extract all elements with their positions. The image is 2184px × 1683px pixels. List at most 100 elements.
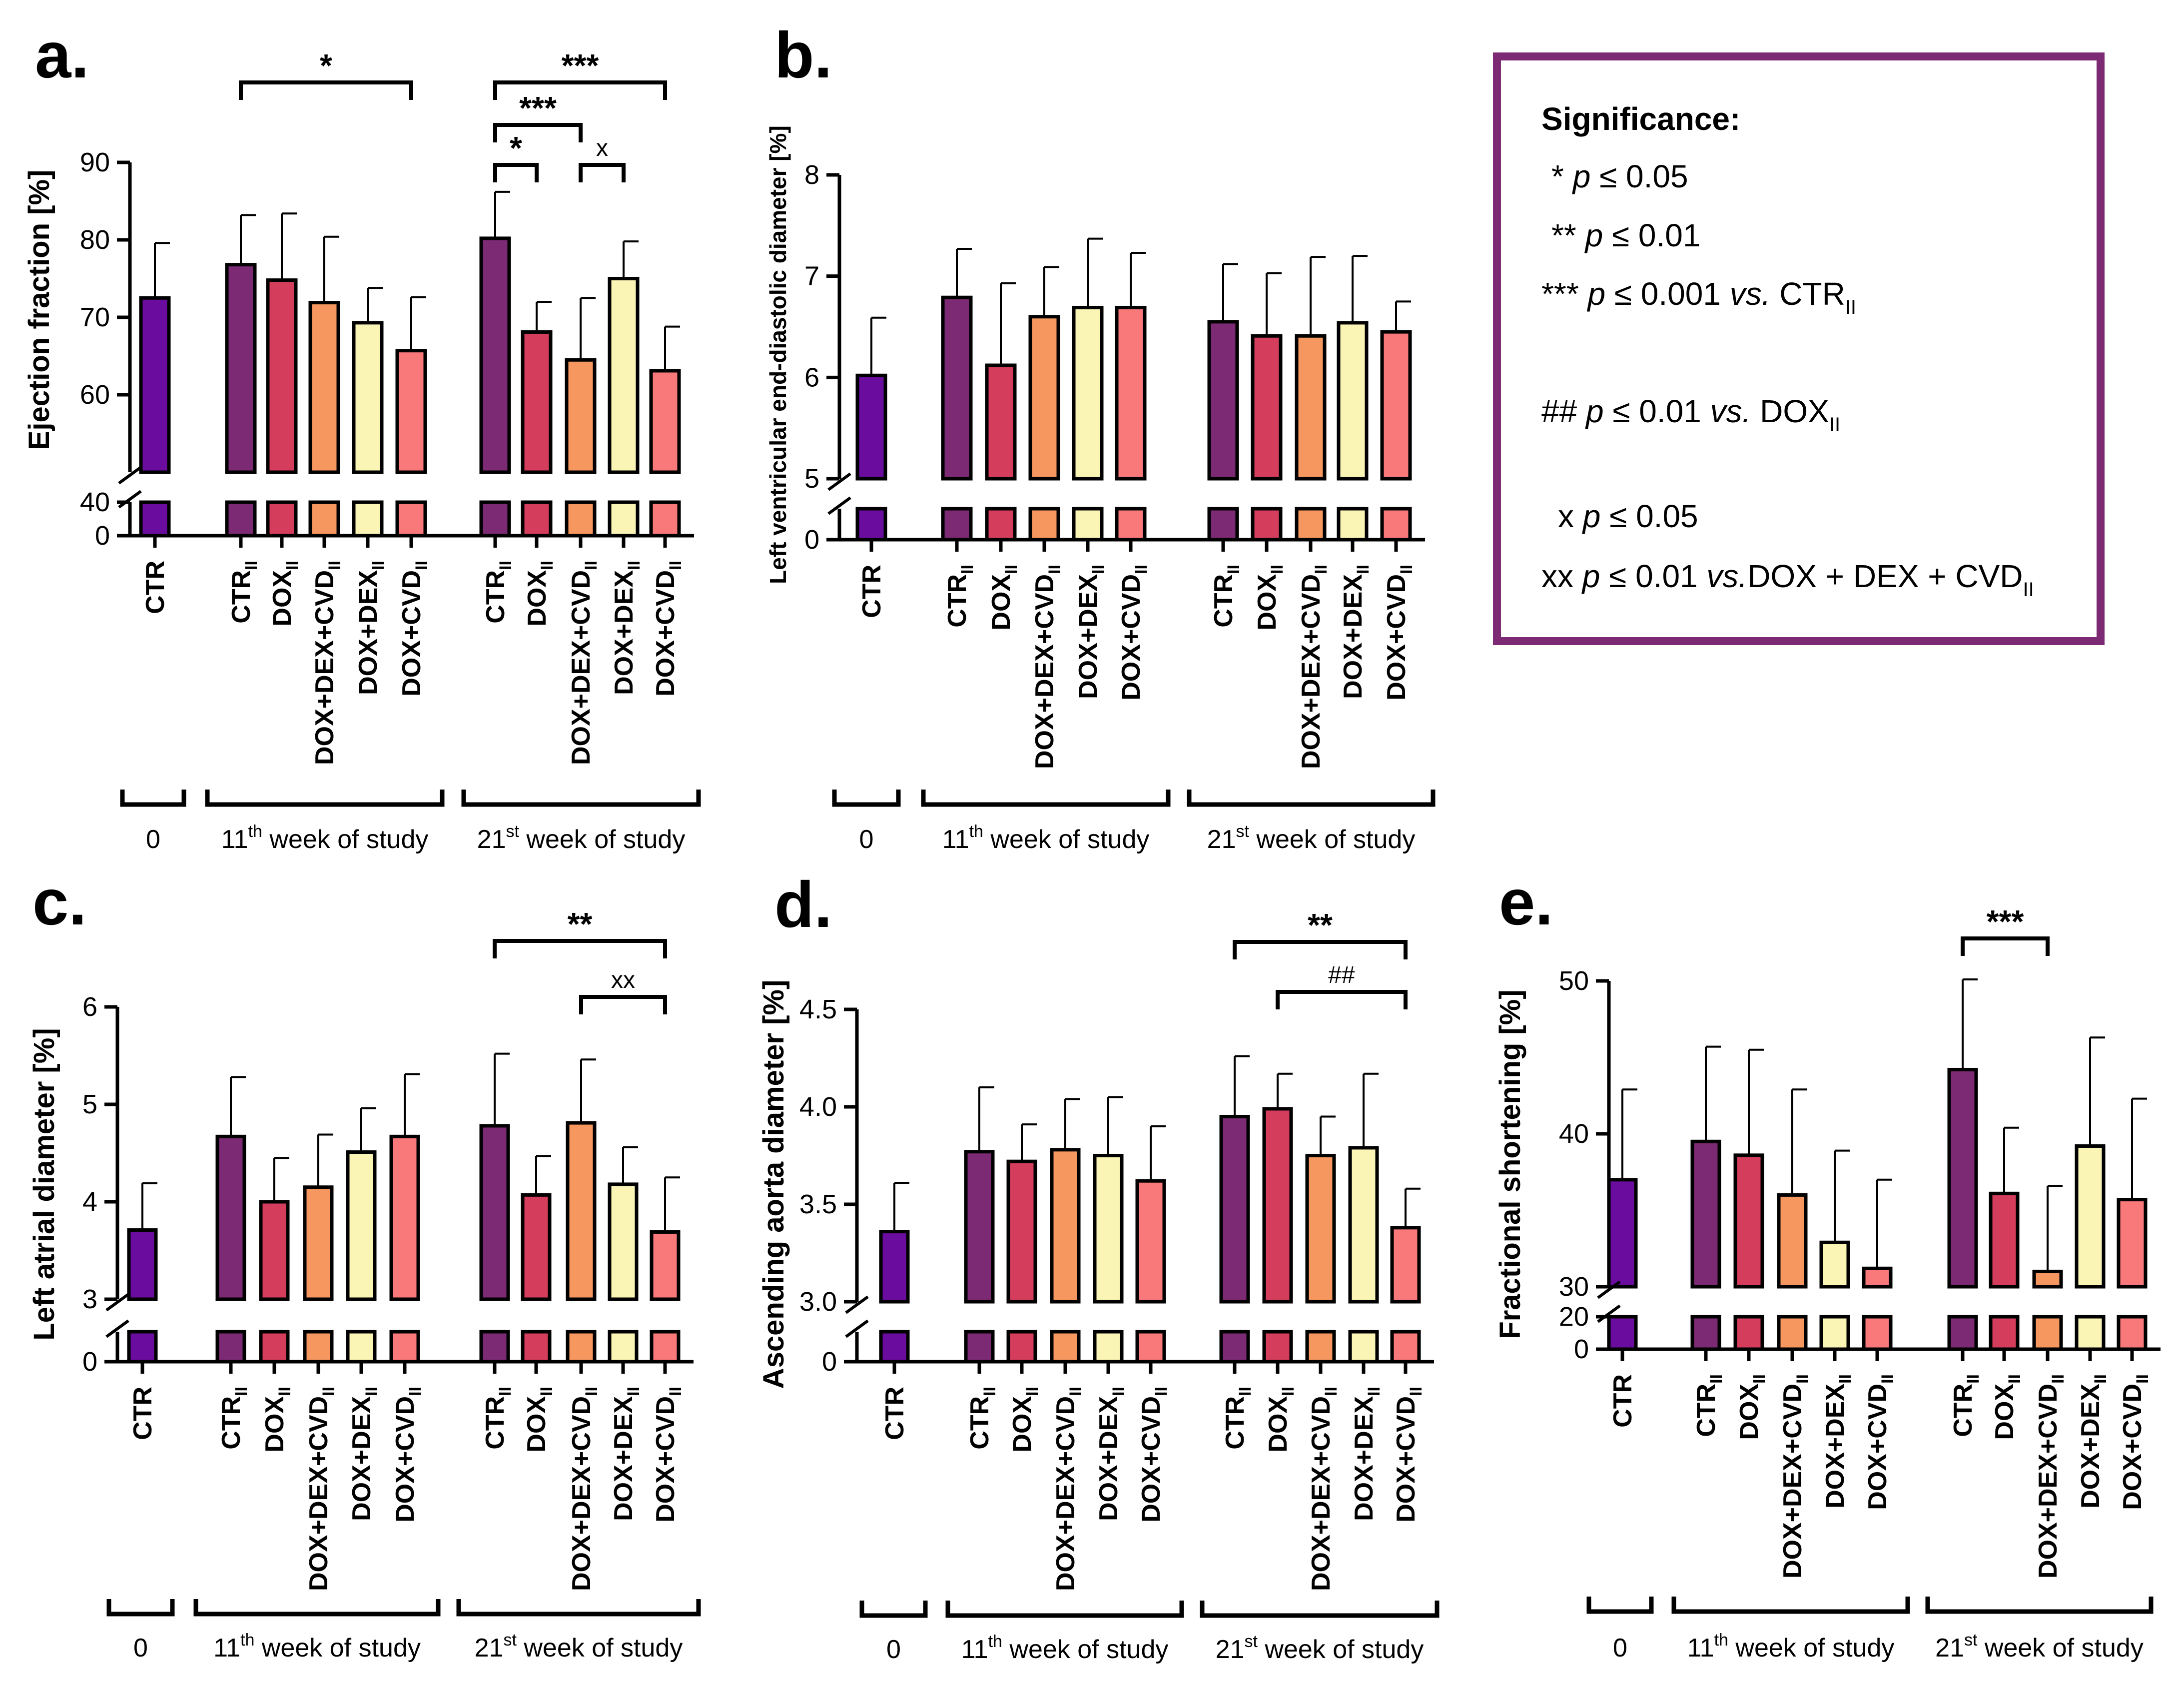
category-label: DOX+DEX+CVDII [304,1387,338,1591]
bar-upper-2 [259,1200,290,1301]
category-subscript: II [325,561,344,570]
category-subscript: II [582,1387,601,1396]
category-subscript: II [1322,1387,1341,1396]
ordinal-suffix: th [248,822,262,841]
category-label: DOX+CVDII [651,1387,685,1523]
bar-upper-3 [308,301,340,474]
significance-bracket [1961,936,2050,956]
group-bracket [1187,790,1436,807]
bar-lower-8 [1295,507,1327,542]
y-tick-label: 20 [1559,1302,1589,1332]
significance-label: * [510,130,522,166]
bar-lower-9 [1348,1330,1379,1364]
category-label: DOX+CVDII [1863,1374,1897,1510]
group-label-rest: week of study [1977,1634,2143,1663]
bar-upper-0 [879,1230,910,1304]
panel-label: c. [32,865,86,938]
y-tick-label: 50 [1559,966,1589,996]
category-label: DOX+DEXII [610,561,644,695]
ordinal-suffix: st [504,1631,517,1650]
category-subscript: II [283,561,302,570]
bar-upper-8 [2032,1269,2063,1289]
group-bracket [193,1599,441,1617]
category-label: DOX+DEXII [1074,565,1108,699]
category-label: CTR [128,1387,157,1440]
y-tick-label: 8 [804,160,819,190]
category-subscript: II [537,1387,556,1396]
y-tick-label: 0 [95,521,110,551]
category-subscript: II [538,561,557,570]
group-label-rest: week of study [1249,825,1415,854]
category-subscript: II [1132,565,1151,574]
significance-bracket [1276,990,1408,1009]
legend-line: * p ≤ 0.05 [1551,158,1688,194]
y-tick-label: 7 [804,261,819,291]
bar-lower-7 [521,1330,552,1364]
group-bracket [461,790,701,807]
bar-lower-3 [1028,507,1060,542]
ordinal-suffix: st [1245,1632,1258,1651]
group-bracket [1200,1601,1440,1618]
y-tick-label: 0 [1574,1334,1589,1364]
category-label: DOXII [1253,565,1287,631]
category-subscript: II [242,561,261,570]
significance-label: *** [1987,903,2024,939]
bar-lower-0 [879,1330,910,1364]
bar-upper-6 [479,1124,510,1301]
group-label: 11th week of study [942,822,1150,854]
legend-text-part: p [1572,158,1591,194]
significance-label: ## [1328,962,1355,988]
legend-line: xx p ≤ 0.01 vs.DOX + DEX + CVDII [1541,558,2034,601]
group-label: 21st week of study [477,822,686,854]
bar-lower-8 [566,1330,597,1364]
category-label: DOX+DEX+CVDII [1778,1374,1812,1579]
group-label-rest: week of study [519,825,685,854]
category-subscript: II [1236,1387,1255,1396]
category-label: CTR [880,1387,909,1440]
category-label: CTR [1608,1374,1637,1428]
bar-lower-2 [1733,1315,1764,1351]
bar-upper-5 [395,349,427,474]
bar-upper-1 [1690,1139,1721,1289]
category-label: CTRII [1949,1374,1983,1437]
legend-text-part: ≤ 0.01 [1603,217,1700,253]
bar-upper-1 [964,1150,995,1304]
panel-label: b. [774,18,832,91]
y-axis-label: Left ventricular end-diastolic diameter … [765,125,791,584]
category-subscript: II [1397,565,1416,574]
bar-upper-9 [1337,321,1369,481]
y-tick-label: 70 [80,302,110,332]
bar-upper-6 [1947,1067,1978,1289]
axis-break-mark [105,1319,129,1338]
category-subscript: II [362,1387,381,1396]
axis-break-mark [827,472,851,491]
significance-label: *** [562,47,599,83]
group-label-rest: week of study [983,825,1149,854]
group-bracket [205,790,445,807]
category-subscript: II [1354,565,1373,574]
group-label: 0 [1613,1634,1627,1663]
y-tick-label: 90 [80,147,110,177]
group-label: 11th week of study [213,1631,421,1663]
axis-break-mark [118,490,142,509]
legend-subscript: II [2023,579,2034,601]
group-bracket [945,1601,1184,1618]
bar-lower-2 [985,507,1017,542]
bar-upper-1 [225,263,257,474]
bar-upper-0 [855,373,887,481]
bar-lower-7 [1989,1315,2020,1351]
legend-line: ## p ≤ 0.01 vs. DOXII [1541,393,1840,436]
group-label: 11th week of study [961,1632,1169,1664]
y-tick-label: 0 [804,525,819,555]
bar-upper-10 [1390,1226,1421,1304]
category-label: DOX+CVDII [1117,565,1151,701]
category-subscript: II [2133,1374,2152,1384]
bar-upper-8 [1295,334,1327,481]
bar-lower-2 [266,500,298,538]
group-label: 0 [859,825,874,854]
category-subscript: II [369,561,388,570]
significance-bracket [239,80,413,100]
significance-bracket [579,163,626,182]
bar-lower-3 [1777,1315,1808,1351]
bar-upper-9 [608,1182,639,1301]
